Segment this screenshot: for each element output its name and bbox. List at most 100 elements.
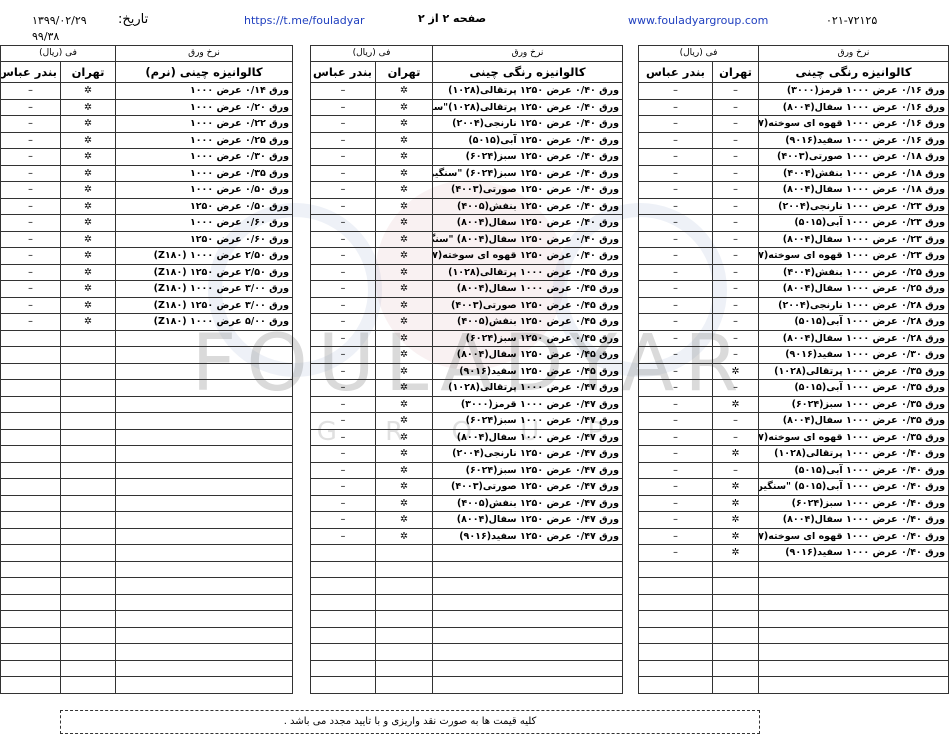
table-title: کالوانیزه رنگی چینی <box>758 61 950 83</box>
row: ورق ۰/۴۷ عرض ۱۰۰۰ قرمز(۳۰۰۰) ✲ – <box>309 395 624 413</box>
website[interactable]: www.fouladyargroup.com <box>628 14 769 27</box>
group-price: فی (ریال) <box>309 45 434 62</box>
empty-cell <box>309 544 377 562</box>
empty-cell <box>0 527 62 545</box>
empty-cell <box>758 676 950 694</box>
price-tehran: ✲ <box>375 197 434 215</box>
price-tehran: ✲ <box>712 494 760 512</box>
row <box>0 362 294 380</box>
empty-cell <box>375 626 434 644</box>
product-name: ورق ۰/۱۶ عرض ۱۰۰۰ سفید(۹۰۱۶) <box>758 131 950 149</box>
empty-cell <box>432 560 624 578</box>
empty-cell <box>115 445 294 463</box>
empty-cell <box>60 478 117 496</box>
price-bandar: – <box>637 263 714 281</box>
price-tehran: ✲ <box>712 445 760 463</box>
empty-cell <box>115 643 294 661</box>
product-name: ورق ۰/۳۵ عرض ۱۰۰۰ سفال(۸۰۰۴) <box>758 412 950 430</box>
row: ورق ۰/۵۰ عرض ۱۰۰۰ ✲ – <box>0 181 294 199</box>
price-tehran: – <box>712 412 760 430</box>
price-bandar: – <box>309 527 377 545</box>
row: ورق ۰/۴۷ عرض ۱۰۰۰ سبز(۶۰۲۴) ✲ – <box>309 412 624 430</box>
row <box>0 346 294 364</box>
price-bandar: – <box>309 181 377 199</box>
row: ورق ۰/۴۵ عرض ۱۰۰۰ سفال(۸۰۰۴) ✲ – <box>309 280 624 298</box>
product-name: ورق ۰/۴۰ عرض ۱۲۵۰ نارنجی(۲۰۰۴) <box>432 115 624 133</box>
product-name: ورق ۰/۵۰ عرض ۱۲۵۰ <box>115 197 294 215</box>
price-tehran: – <box>712 313 760 331</box>
row: ورق ۰/۶۰ عرض ۱۲۵۰ ✲ – <box>0 230 294 248</box>
table-title: کالوانیزه رنگی چینی <box>432 61 624 83</box>
price-bandar: – <box>309 247 377 265</box>
row: ورق ۳/۰۰ عرض ۱۰۰۰ (Z۱۸۰) ✲ – <box>0 280 294 298</box>
row <box>309 626 624 644</box>
product-name: ورق ۰/۴۰ عرض ۱۰۰۰ پرتقالی(۱۰۲۸) <box>758 445 950 463</box>
row: ورق ۰/۳۵ عرض ۱۰۰۰ پرتقالی(۱۰۲۸) ✲ – <box>637 362 950 380</box>
price-bandar: – <box>309 346 377 364</box>
empty-cell <box>0 428 62 446</box>
row: ورق ۰/۴۵ عرض ۱۲۵۰ بنفش(۴۰۰۵) ✲ – <box>309 313 624 331</box>
product-name: ورق ۰/۴۷ عرض ۱۰۰۰ سبز(۶۰۲۴) <box>432 412 624 430</box>
row: ورق ۲/۵۰ عرض ۱۰۰۰ (Z۱۸۰) ✲ – <box>0 247 294 265</box>
row: ورق ۰/۲۳ عرض ۱۰۰۰ آبی(۵۰۱۵) – – <box>637 214 950 232</box>
product-name: ورق ۰/۴۰ عرض ۱۲۵۰ سفال(۸۰۰۴) <box>432 214 624 232</box>
empty-cell <box>637 676 714 694</box>
product-name: ورق ۰/۱۸ عرض ۱۰۰۰ سفال(۸۰۰۴) <box>758 181 950 199</box>
row: ورق ۰/۱۶ عرض ۱۰۰۰ سفال(۸۰۰۴) – – <box>637 98 950 116</box>
empty-cell <box>637 659 714 677</box>
price-tehran: ✲ <box>375 164 434 182</box>
empty-cell <box>712 577 760 595</box>
product-name: ورق ۰/۴۵ عرض ۱۲۵۰ سبز(۶۰۲۴) <box>432 329 624 347</box>
price-tehran: – <box>712 164 760 182</box>
row: ورق ۰/۴۷ عرض ۱۲۵۰ سفال(۸۰۰۴) ✲ – <box>309 511 624 529</box>
row: ورق ۰/۳۰ عرض ۱۰۰۰ ✲ – <box>0 148 294 166</box>
column-header-row: کالوانیزه رنگی چینی تهران بندر عباس <box>309 61 624 83</box>
row: ورق ۰/۴۰ عرض ۱۰۰۰ سفید(۹۰۱۶) ✲ – <box>637 544 950 562</box>
row: ورق ۰/۱۶ عرض ۱۰۰۰ قهوه ای سوخته(۸۰۱۷)–– <box>637 115 950 133</box>
price-tehran: – <box>712 346 760 364</box>
empty-cell <box>0 412 62 430</box>
price-bandar: – <box>0 214 62 232</box>
row <box>0 577 294 595</box>
price-bandar: – <box>0 197 62 215</box>
empty-cell <box>712 593 760 611</box>
row: ورق ۰/۱۸ عرض ۱۰۰۰ سفال(۸۰۰۴) – – <box>637 181 950 199</box>
price-bandar: – <box>309 230 377 248</box>
empty-cell <box>0 362 62 380</box>
price-tehran: ✲ <box>60 148 117 166</box>
price-tehran: ✲ <box>375 280 434 298</box>
price-bandar: – <box>637 478 714 496</box>
price-bandar: – <box>637 296 714 314</box>
col-bandar: بندر عباس <box>309 61 377 83</box>
product-name: ورق ۰/۴۰ عرض ۱۰۰۰ سفید(۹۰۱۶) <box>758 544 950 562</box>
product-name: ورق ۰/۲۲ عرض ۱۰۰۰ <box>115 115 294 133</box>
telegram[interactable]: https://t.me/fouladyar <box>244 14 365 27</box>
row: ورق ۰/۳۵ عرض ۱۰۰۰ ✲ – <box>0 164 294 182</box>
row: ورق ۰/۴۵ عرض ۱۲۵۰ صورتی(۴۰۰۳) ✲ – <box>309 296 624 314</box>
price-bandar: – <box>309 280 377 298</box>
product-name: ورق ۰/۱۶ عرض ۱۰۰۰ سفال(۸۰۰۴) <box>758 98 950 116</box>
row: ورق ۰/۲۸ عرض ۱۰۰۰ سفال(۸۰۰۴) – – <box>637 329 950 347</box>
empty-cell <box>309 676 377 694</box>
price-tehran: ✲ <box>375 148 434 166</box>
price-bandar: – <box>309 412 377 430</box>
price-bandar: – <box>309 362 377 380</box>
row: ورق ۰/۴۰ عرض ۱۰۰۰ پرتقالی(۱۰۲۸) ✲ – <box>637 445 950 463</box>
price-tehran: ✲ <box>60 247 117 265</box>
price-bandar: – <box>309 329 377 347</box>
price-tehran: – <box>712 247 760 265</box>
empty-cell <box>115 610 294 628</box>
empty-cell <box>0 511 62 529</box>
group-name: نرخ ورق <box>758 45 950 62</box>
product-name: ورق ۰/۴۰ عرض ۱۰۰۰ سفال(۸۰۰۴) <box>758 511 950 529</box>
price-bandar: – <box>637 544 714 562</box>
price-tehran: ✲ <box>375 527 434 545</box>
price-tehran: – <box>712 98 760 116</box>
product-name: ورق ۰/۱۸ عرض ۱۰۰۰ بنفش(۴۰۰۴) <box>758 164 950 182</box>
empty-cell <box>60 428 117 446</box>
empty-cell <box>115 379 294 397</box>
price-tehran: ✲ <box>375 313 434 331</box>
price-bandar: – <box>637 379 714 397</box>
product-name: ورق ۰/۲۵ عرض ۱۰۰۰ سفال(۸۰۰۴) <box>758 280 950 298</box>
